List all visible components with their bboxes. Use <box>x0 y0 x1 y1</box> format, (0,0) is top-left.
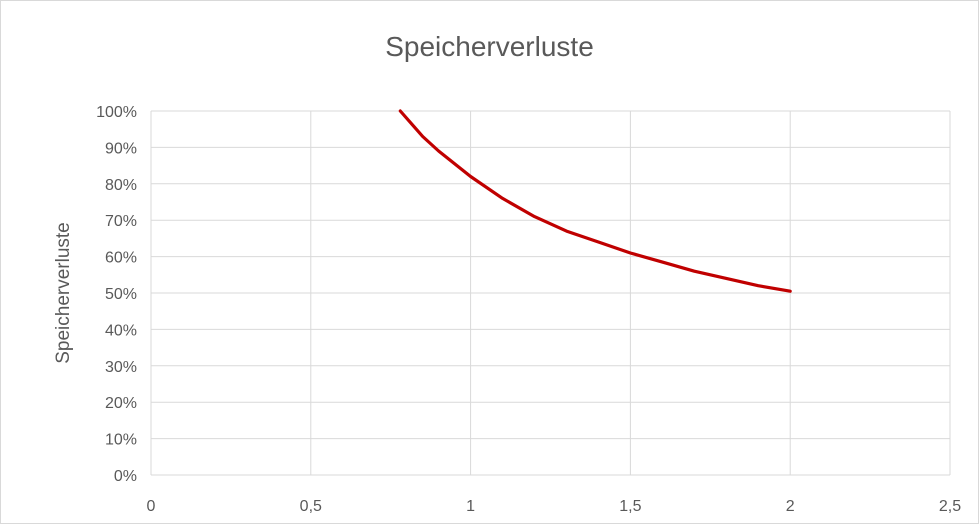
x-tick-label: 0 <box>147 498 156 515</box>
x-tick-label: 2 <box>786 498 795 515</box>
chart-title: Speicherverluste <box>385 31 594 62</box>
y-tick-label: 40% <box>105 322 137 339</box>
y-tick-label: 0% <box>114 468 137 485</box>
y-tick-label: 50% <box>105 286 137 303</box>
x-tick-label: 1 <box>466 498 475 515</box>
y-tick-label: 60% <box>105 250 137 267</box>
y-tick-label: 80% <box>105 177 137 194</box>
y-tick-label: 90% <box>105 140 137 157</box>
y-axis-title: Speicherverluste <box>53 222 74 364</box>
y-tick-label: 10% <box>105 432 137 449</box>
series-line <box>398 109 792 293</box>
x-tick-label: 1,5 <box>619 498 641 515</box>
x-tick-label: 2,5 <box>939 498 961 515</box>
x-tick-label: 0,5 <box>300 498 322 515</box>
y-tick-label: 100% <box>96 104 137 121</box>
y-tick-label: 30% <box>105 359 137 376</box>
y-tick-label: 20% <box>105 395 137 412</box>
y-tick-label: 70% <box>105 213 137 230</box>
